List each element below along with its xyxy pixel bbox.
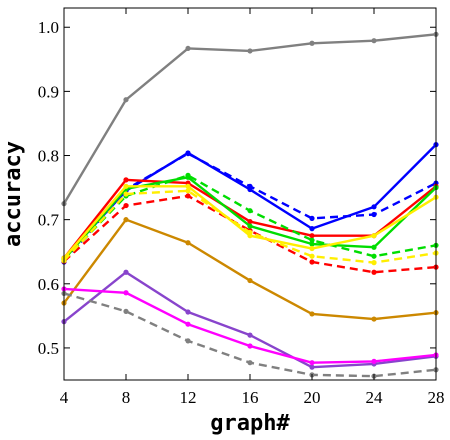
data-point	[371, 244, 377, 250]
data-point	[309, 360, 315, 366]
data-point	[309, 40, 315, 46]
data-point	[247, 360, 253, 366]
series-3	[61, 150, 439, 265]
x-tick-label: 24	[366, 388, 384, 407]
data-point	[247, 332, 253, 338]
data-point	[247, 223, 253, 229]
data-point	[185, 338, 191, 344]
data-point	[185, 188, 191, 194]
data-point	[123, 97, 129, 103]
data-point	[247, 183, 253, 189]
data-point	[371, 204, 377, 210]
data-point	[247, 229, 253, 236]
data-point	[123, 290, 129, 296]
data-point	[185, 150, 191, 157]
data-point	[185, 45, 191, 52]
data-point	[371, 211, 377, 218]
data-point	[247, 343, 253, 349]
x-tick-label: 20	[304, 388, 321, 407]
x-tick-label: 8	[122, 388, 131, 407]
data-point	[185, 309, 191, 315]
y-tick-label: 1.0	[38, 18, 59, 37]
data-point	[309, 233, 315, 239]
data-point	[123, 191, 129, 197]
data-point	[371, 260, 377, 266]
data-point	[371, 358, 377, 364]
series-13	[61, 290, 439, 379]
x-tick-label: 12	[180, 388, 197, 407]
data-point	[309, 215, 315, 221]
series-9	[61, 188, 439, 266]
data-point	[123, 308, 129, 314]
data-point	[309, 237, 315, 243]
data-point	[309, 226, 315, 232]
data-point	[309, 259, 315, 265]
data-point	[309, 241, 315, 247]
data-point	[309, 364, 315, 370]
series-line	[63, 287, 437, 364]
series-10	[61, 217, 439, 322]
data-point	[371, 253, 377, 259]
x-tick-label: 16	[242, 388, 259, 407]
series-line	[63, 271, 437, 369]
x-tick-label: 4	[60, 388, 69, 407]
data-point	[309, 253, 315, 259]
y-tick-label: 0.5	[38, 339, 59, 358]
data-point	[371, 316, 377, 322]
series-line	[62, 33, 437, 205]
x-tick-label: 28	[428, 388, 445, 407]
data-point	[123, 183, 129, 189]
series-8	[61, 183, 439, 261]
data-point	[247, 277, 253, 284]
series-11	[61, 269, 439, 370]
data-point	[247, 218, 253, 225]
data-point	[247, 48, 253, 54]
y-tick-label: 0.6	[38, 275, 59, 294]
y-axis-title: accuracy	[1, 141, 26, 247]
series-line	[63, 152, 437, 263]
x-axis-title: graph#	[210, 411, 290, 436]
data-point	[371, 38, 377, 44]
data-point	[123, 217, 129, 223]
data-point	[185, 193, 191, 199]
data-point	[185, 240, 191, 246]
data-point	[371, 269, 377, 275]
y-axis-title-group: accuracy	[1, 141, 26, 247]
data-point	[185, 321, 191, 327]
data-point	[309, 311, 315, 317]
ticks-layer: 4 8 12 16 20 24 28 0.5 0.6 0.7 0.8 0.9 1.0	[38, 8, 445, 407]
data-point	[185, 172, 191, 178]
data-point	[371, 233, 377, 239]
y-tick-label: 0.9	[38, 82, 59, 101]
y-tick-label: 0.7	[38, 211, 60, 230]
data-point	[185, 183, 191, 189]
series-1	[61, 31, 439, 207]
data-point	[123, 269, 129, 275]
series-layer	[61, 31, 439, 379]
data-point	[247, 208, 253, 214]
data-point	[309, 245, 315, 252]
data-point	[123, 202, 129, 209]
data-point	[123, 177, 129, 183]
series-12	[61, 286, 439, 366]
y-tick-label: 0.8	[38, 147, 59, 166]
